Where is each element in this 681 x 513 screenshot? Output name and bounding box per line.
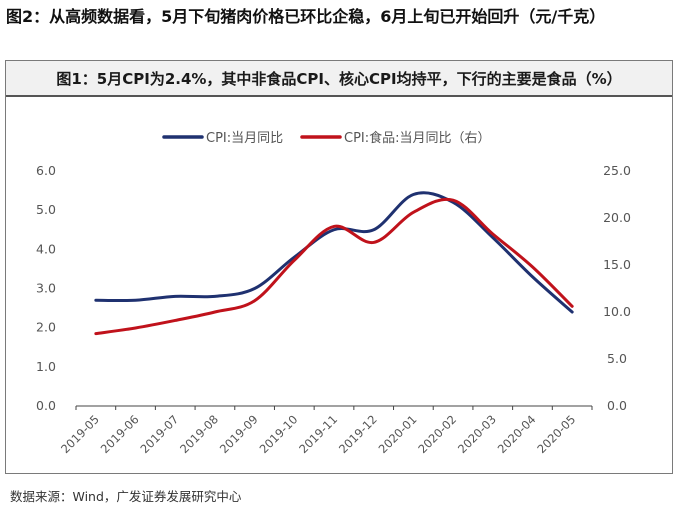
x-tick-label: 2019-05	[58, 412, 102, 456]
y-right-tick-label: 5.0	[607, 351, 627, 366]
y-right-tick-label: 15.0	[603, 257, 631, 272]
x-tick-label: 2020-02	[415, 412, 459, 456]
y-left-tick-label: 2.0	[36, 320, 56, 335]
series-line-food-cpi	[94, 197, 574, 336]
figure-caption: 图2：从高频数据看，5月下旬猪肉价格已环比企稳，6月上旬已开始回升（元/千克）	[6, 7, 606, 26]
x-tick-label: 2020-05	[534, 412, 578, 456]
legend-label: CPI:食品:当月同比（右）	[344, 130, 491, 146]
chart-header: 图1：5月CPI为2.4%，其中非食品CPI、核心CPI均持平，下行的主要是食品…	[6, 61, 672, 97]
line-chart: 2019-052019-062019-072019-082019-092019-…	[36, 130, 631, 456]
series-line-cpi	[94, 191, 574, 314]
x-tick-label: 2019-10	[257, 412, 301, 456]
x-tick-label: 2019-11	[296, 412, 340, 456]
x-tick-label: 2019-06	[98, 412, 142, 456]
chart-title: 图1：5月CPI为2.4%，其中非食品CPI、核心CPI均持平，下行的主要是食品…	[56, 69, 622, 88]
x-tick-label: 2019-12	[336, 412, 380, 456]
y-left-tick-label: 4.0	[36, 241, 56, 256]
x-tick-label: 2019-07	[137, 412, 181, 456]
y-left-tick-label: 6.0	[36, 163, 56, 178]
legend-label: CPI:当月同比	[206, 131, 283, 146]
x-tick-label: 2020-03	[455, 412, 499, 456]
y-left-tick-label: 3.0	[36, 281, 56, 296]
x-tick-label: 2020-01	[376, 412, 420, 456]
x-tick-label: 2019-08	[177, 412, 221, 456]
x-tick-label: 2020-04	[495, 412, 539, 456]
chart-panel: 图1：5月CPI为2.4%，其中非食品CPI、核心CPI均持平，下行的主要是食品…	[5, 60, 673, 474]
y-right-tick-label: 10.0	[603, 304, 631, 319]
y-right-tick-label: 25.0	[603, 163, 631, 178]
y-left-tick-label: 1.0	[36, 359, 56, 374]
x-tick-label: 2019-09	[217, 412, 261, 456]
source-note: 数据来源：Wind，广发证券发展研究中心	[10, 489, 242, 504]
y-left-tick-label: 0.0	[36, 398, 56, 413]
y-left-tick-label: 5.0	[36, 202, 56, 217]
y-right-tick-label: 0.0	[607, 398, 627, 413]
y-right-tick-label: 20.0	[603, 210, 631, 225]
